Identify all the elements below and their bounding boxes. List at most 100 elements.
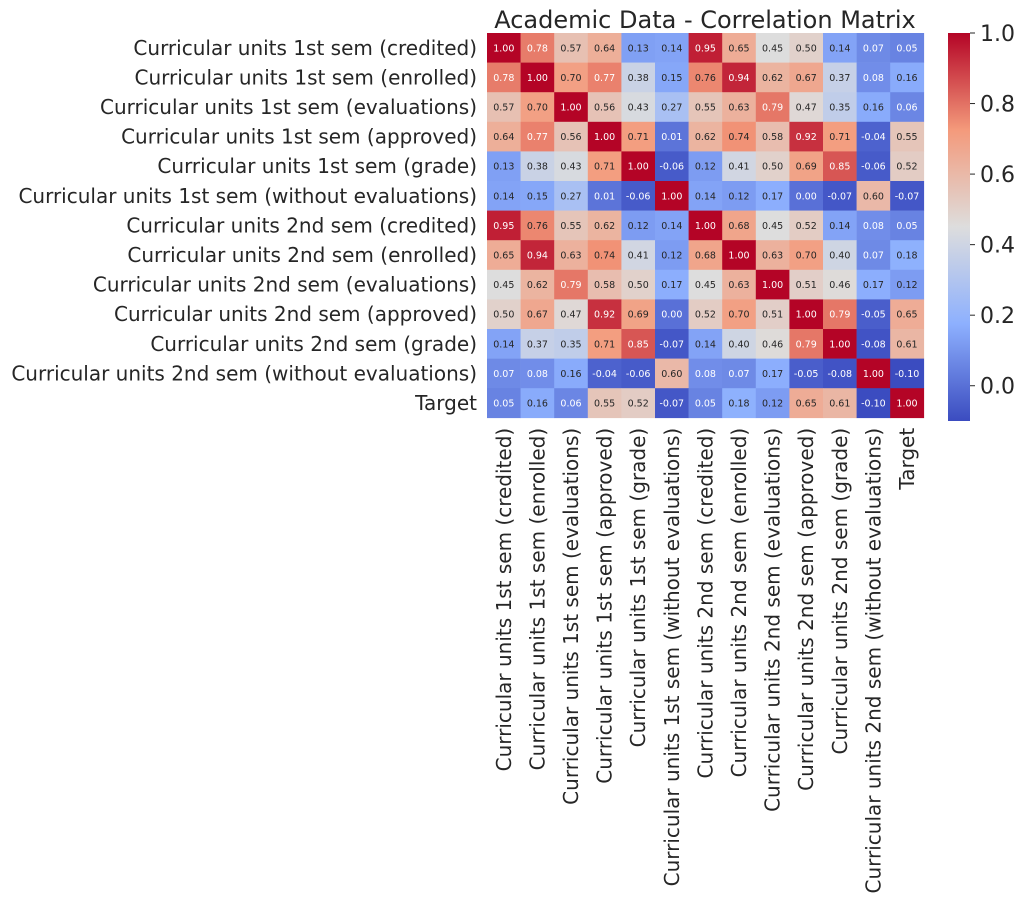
cell-value-label: 1.00 (527, 73, 548, 84)
heatmap-cell-r5-c7 (722, 181, 757, 211)
cell-value-label: 0.63 (728, 103, 749, 114)
heatmap-cell-r9-c4 (621, 299, 656, 330)
cell-value-label: 0.18 (728, 399, 749, 410)
heatmap-cell-r9-c1 (520, 299, 555, 330)
cell-value-label: 0.70 (796, 251, 817, 262)
heatmap-cell-r4-c3 (587, 151, 622, 182)
y-tick-label-5: Curricular units 1st sem (without evalua… (18, 184, 477, 208)
heatmap-cell-r5-c3 (587, 181, 622, 211)
heatmap-cell-r9-c7 (722, 299, 757, 330)
heatmap-cell-r2-c4 (621, 92, 656, 123)
cell-value-label: 0.57 (560, 43, 581, 54)
cell-value-label: 0.52 (628, 399, 649, 410)
heatmap-cell-r8-c8 (755, 269, 790, 300)
heatmap-cell-r5-c10 (823, 181, 857, 211)
heatmap-cell-r10-c12 (890, 329, 925, 359)
heatmap-cell-r3-c7 (722, 121, 757, 152)
heatmap-cell-r6-c3 (587, 210, 622, 241)
cell-value-label: 0.52 (896, 162, 917, 173)
y-tick-label-9: Curricular units 2nd sem (approved) (114, 302, 477, 326)
cell-value-label: 0.07 (493, 369, 514, 380)
heatmap-cell-r10-c9 (789, 329, 824, 359)
cell-value-label: 0.08 (527, 369, 548, 380)
cell-value-label: 0.79 (829, 310, 850, 321)
cell-value-label: 0.71 (594, 162, 615, 173)
cell-value-label: -0.07 (660, 399, 685, 410)
cell-value-label: 0.14 (829, 43, 850, 54)
chart-title: Academic Data - Correlation Matrix (494, 6, 916, 34)
heatmap-cell-r1-c6 (688, 62, 723, 93)
x-tick-label-0: Curricular units 1st sem (credited) (492, 428, 516, 772)
x-tick-label-5: Curricular units 1st sem (without evalua… (660, 428, 684, 887)
cell-value-label: 0.63 (762, 251, 783, 262)
cell-value-label: 0.64 (493, 132, 514, 143)
cell-value-label: 0.62 (527, 280, 548, 291)
cell-value-label: 0.77 (527, 132, 548, 143)
cell-value-label: 0.61 (829, 399, 850, 410)
cell-value-label: 0.14 (829, 221, 850, 232)
heatmap-cell-r9-c2 (554, 299, 589, 330)
cell-value-label: 0.46 (829, 280, 850, 291)
cell-value-label: 0.12 (762, 399, 783, 410)
cell-value-label: 0.56 (560, 132, 581, 143)
cell-value-label: 0.14 (661, 43, 682, 54)
cell-value-label: 0.00 (796, 191, 817, 202)
y-tick-label-3: Curricular units 1st sem (approved) (121, 125, 477, 149)
x-tick-label-7: Curricular units 2nd sem (enrolled) (727, 428, 751, 778)
x-tick-label-6: Curricular units 2nd sem (credited) (693, 428, 717, 779)
cell-value-label: 0.71 (594, 339, 615, 350)
cell-value-label: 1.00 (695, 221, 716, 232)
cell-value-label: 0.85 (628, 339, 649, 350)
cell-value-label: 0.55 (695, 103, 716, 114)
cell-value-label: 0.71 (829, 132, 850, 143)
heatmap-cell-r0-c10 (823, 33, 857, 63)
heatmap-cell-r12-c12 (890, 388, 925, 419)
heatmap-cell-r8-c7 (722, 269, 757, 300)
heatmap-cell-r1-c11 (856, 62, 891, 93)
cell-value-label: 0.05 (896, 221, 917, 232)
heatmap-cell-r12-c1 (520, 388, 555, 419)
cell-value-label: 0.74 (594, 251, 615, 262)
heatmap-cell-r7-c8 (755, 240, 790, 271)
cell-value-label: 0.12 (661, 251, 682, 262)
heatmap-cell-r7-c2 (554, 240, 589, 271)
colorbar-tick-label-1: 0.2 (980, 304, 1015, 329)
heatmap-cell-r12-c4 (621, 388, 656, 419)
heatmap-cell-r5-c5 (655, 181, 689, 211)
heatmap-cell-r3-c11 (856, 121, 891, 152)
heatmap-cell-r10-c0 (487, 329, 521, 359)
colorbar-tick-labels: 0.0 0.2 0.4 0.6 0.8 1.0 (970, 22, 1015, 400)
heatmap-cell-r6-c11 (856, 210, 891, 241)
heatmap-cell-r5-c1 (520, 181, 555, 211)
cell-value-label: 0.08 (695, 369, 716, 380)
heatmap-cell-r9-c12 (890, 299, 925, 330)
heatmap-cell-r6-c0 (487, 210, 521, 241)
cell-value-label: 0.40 (829, 251, 850, 262)
cell-value-label: 0.51 (762, 310, 783, 321)
cell-value-label: -0.08 (828, 369, 853, 380)
cell-value-label: 0.14 (695, 339, 716, 350)
heatmap-cell-r0-c5 (655, 33, 689, 63)
heatmap-cell-r8-c6 (688, 269, 723, 300)
cell-value-label: 0.07 (728, 369, 749, 380)
heatmap-cell-r8-c5 (655, 269, 689, 300)
heatmap-cell-r7-c12 (890, 240, 925, 271)
cell-value-label: 0.38 (527, 162, 548, 173)
cell-value-label: 0.05 (695, 399, 716, 410)
cell-value-label: 0.05 (493, 399, 514, 410)
heatmap-cell-r0-c9 (789, 33, 824, 63)
cell-value-label: 0.35 (560, 339, 581, 350)
heatmap-cell-r2-c6 (688, 92, 723, 123)
cell-value-label: 0.15 (527, 191, 548, 202)
heatmap-cell-r12-c11 (856, 388, 891, 419)
heatmap-cell-r6-c12 (890, 210, 925, 241)
heatmap-cell-r8-c10 (823, 269, 857, 300)
cell-value-label: 0.12 (896, 280, 917, 291)
heatmap-cell-r8-c3 (587, 269, 622, 300)
cell-value-label: 1.00 (493, 43, 514, 54)
heatmap-cell-r5-c0 (487, 181, 521, 211)
cell-value-label: 0.45 (695, 280, 716, 291)
cell-value-label: -0.04 (861, 132, 886, 143)
heatmap-cell-r3-c5 (655, 121, 689, 152)
heatmap-cell-r6-c1 (520, 210, 555, 241)
